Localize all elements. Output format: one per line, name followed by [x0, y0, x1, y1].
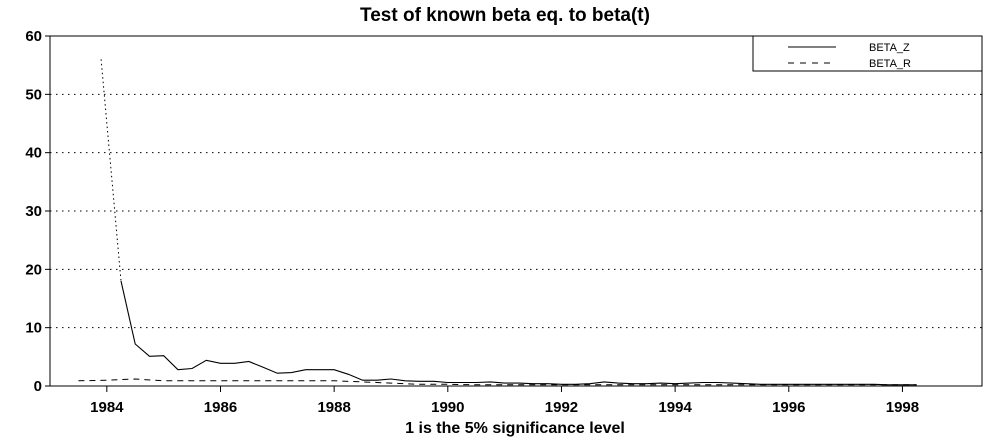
- x-axis-label: 1 is the 5% significance level: [405, 420, 625, 437]
- x-tick-label: 1994: [658, 399, 692, 416]
- series-line-dotted: [100, 59, 122, 282]
- series-line-beta-r: [78, 378, 917, 386]
- x-tick-label: 1986: [204, 399, 237, 416]
- y-tick-label: 10: [25, 320, 42, 337]
- y-tick-label: 40: [25, 145, 42, 162]
- y-axis: 0 10 20 30 40 50 60: [25, 28, 50, 395]
- x-tick-label: 1984: [90, 399, 124, 416]
- series-group: [78, 59, 917, 386]
- y-tick-label: 60: [25, 28, 42, 45]
- x-tick-label: 1988: [317, 399, 350, 416]
- x-axis: 1984 1986 1988 1990 1992 1994 1996 1998: [90, 386, 919, 416]
- chart-title: Test of known beta eq. to beta(t): [360, 5, 650, 26]
- grid: [50, 93, 982, 329]
- legend-box: [752, 35, 983, 72]
- y-tick-label: 20: [25, 261, 42, 278]
- x-tick-label: 1990: [431, 399, 464, 416]
- x-tick-label: 1992: [545, 399, 578, 416]
- y-tick-label: 0: [34, 378, 42, 395]
- x-tick-label: 1998: [886, 399, 919, 416]
- y-tick-label: 50: [25, 86, 42, 103]
- y-tick-label: 30: [25, 203, 42, 220]
- legend-label-beta-z: BETA_Z: [869, 42, 910, 54]
- legend-label-beta-r: BETA_R: [869, 58, 911, 70]
- series-line-beta-z: [120, 280, 917, 386]
- legend: BETA_Z BETA_R: [752, 35, 983, 72]
- x-tick-label: 1996: [772, 399, 805, 416]
